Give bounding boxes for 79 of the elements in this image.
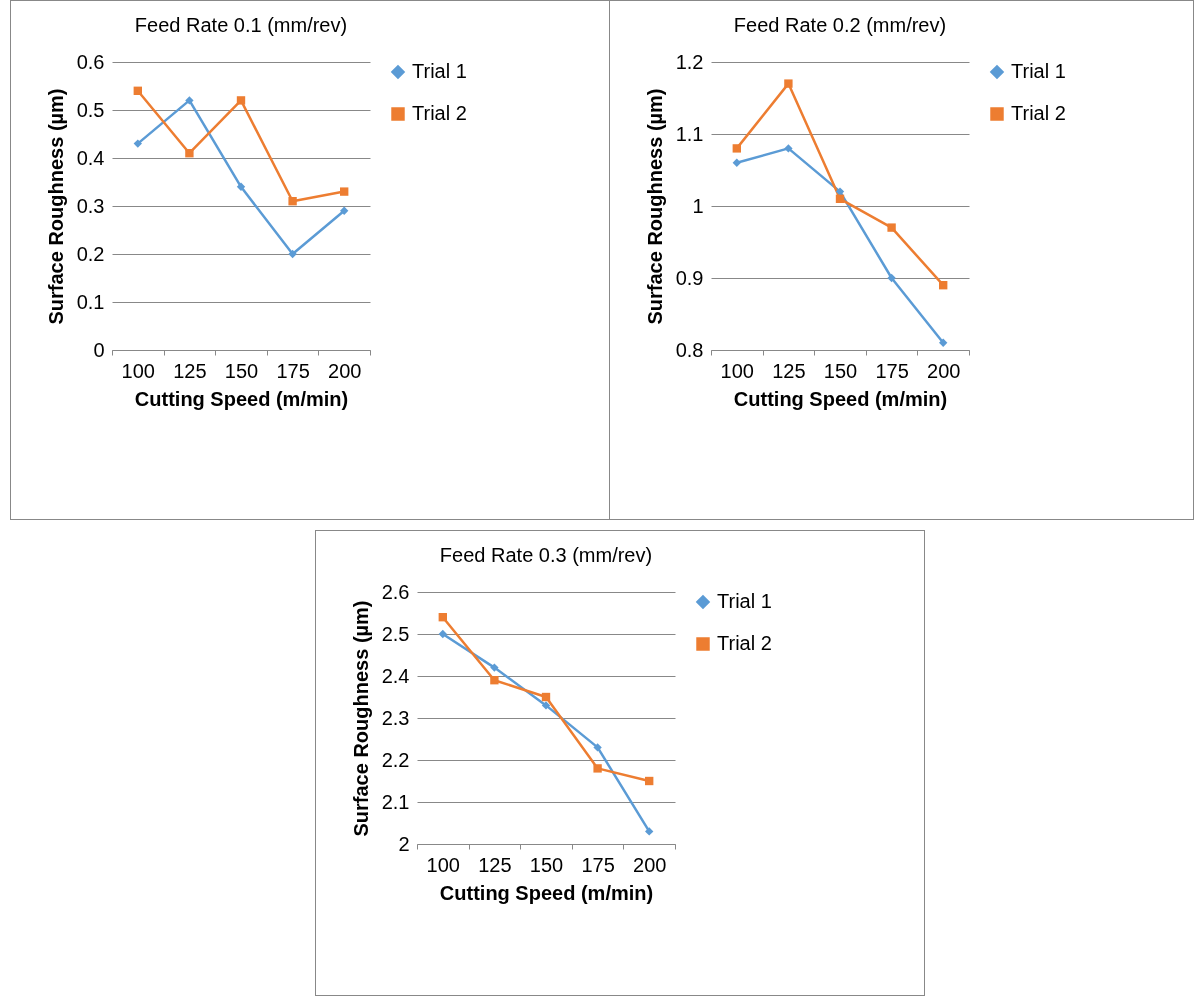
y-tick-label: 1.2 — [675, 50, 704, 73]
y-tick-label: 2.5 — [381, 622, 410, 645]
x-tick-label: 100 — [121, 359, 155, 382]
point — [340, 187, 349, 196]
point — [490, 676, 499, 685]
y-tick-label: 2.6 — [381, 580, 410, 603]
legend-label: Trial 1 — [1011, 60, 1066, 82]
x-tick-label: 175 — [581, 853, 615, 876]
legend-label: Trial 1 — [717, 590, 772, 612]
point — [939, 338, 948, 347]
point — [288, 249, 297, 259]
point — [340, 206, 349, 215]
point — [835, 194, 845, 203]
point — [835, 187, 845, 196]
point — [288, 197, 297, 206]
x-tick-label: 200 — [927, 359, 961, 382]
x-tick-label: 125 — [772, 359, 806, 382]
y-axis-title: Surface Roughness (µm) — [349, 600, 372, 837]
point — [541, 701, 551, 710]
x-tick-label: 100 — [720, 359, 754, 382]
point — [185, 149, 194, 158]
point — [732, 144, 741, 153]
legend-label: Trial 2 — [1011, 102, 1066, 124]
x-tick-label: 125 — [173, 359, 207, 382]
x-tick-label: 125 — [478, 853, 512, 876]
point — [133, 139, 142, 148]
point — [593, 764, 602, 773]
x-tick-label: 100 — [426, 853, 460, 876]
point — [236, 182, 246, 191]
y-tick-label: 1.1 — [675, 122, 704, 145]
legend-label: Trial 1 — [412, 60, 467, 82]
y-tick-label: 0 — [93, 338, 105, 361]
y-tick-label: 0.2 — [76, 242, 105, 265]
chart-title: Feed Rate 0.3 (mm/rev) — [439, 544, 653, 566]
x-tick-label: 150 — [529, 853, 564, 876]
y-tick-label: 2 — [398, 832, 410, 855]
legend-label: Trial 2 — [412, 102, 467, 124]
y-tick-label: 0.5 — [76, 98, 105, 121]
point — [887, 223, 896, 232]
point — [490, 663, 499, 672]
x-tick-label: 200 — [328, 359, 362, 382]
point — [438, 613, 447, 622]
chart-title: Feed Rate 0.2 (mm/rev) — [733, 14, 947, 36]
point — [784, 144, 793, 153]
chart-title: Feed Rate 0.1 (mm/rev) — [134, 14, 348, 36]
point — [939, 281, 948, 290]
y-tick-label: 0.1 — [76, 290, 105, 313]
point — [732, 158, 741, 167]
point — [133, 86, 142, 95]
x-tick-label: 150 — [823, 359, 858, 382]
point — [645, 827, 654, 836]
point — [645, 776, 654, 786]
x-tick-label: 200 — [633, 853, 667, 876]
y-tick-label: 0.6 — [76, 50, 105, 73]
point — [236, 96, 246, 105]
y-tick-label: 2.2 — [381, 748, 410, 771]
y-tick-label: 0.4 — [76, 146, 105, 169]
y-axis-title: Surface Roughness (µm) — [643, 88, 666, 325]
legend-label: Trial 2 — [717, 632, 772, 654]
x-tick-label: 175 — [276, 359, 310, 382]
y-tick-label: 2.3 — [381, 706, 410, 729]
y-tick-label: 0.9 — [675, 266, 704, 289]
point — [887, 273, 896, 283]
point — [185, 96, 194, 105]
point — [438, 629, 447, 639]
x-tick-label: 175 — [875, 359, 909, 382]
point — [541, 692, 551, 702]
point — [784, 79, 793, 88]
y-tick-label: 1 — [692, 194, 704, 217]
point — [593, 743, 602, 752]
x-axis-title: Cutting Speed (m/min) — [733, 387, 948, 410]
y-tick-label: 0.3 — [76, 194, 105, 217]
x-axis-title: Cutting Speed (m/min) — [439, 881, 654, 904]
x-tick-label: 150 — [224, 359, 259, 382]
y-tick-label: 0.8 — [675, 338, 704, 361]
x-axis-title: Cutting Speed (m/min) — [134, 387, 349, 410]
y-tick-label: 2.4 — [381, 664, 410, 687]
y-axis-title: Surface Roughness (µm) — [44, 88, 67, 325]
y-tick-label: 2.1 — [381, 790, 410, 813]
